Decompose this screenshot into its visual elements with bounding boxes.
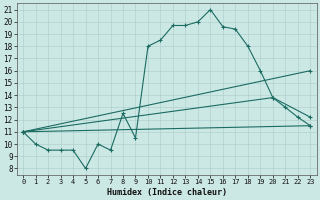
X-axis label: Humidex (Indice chaleur): Humidex (Indice chaleur) [107,188,227,197]
